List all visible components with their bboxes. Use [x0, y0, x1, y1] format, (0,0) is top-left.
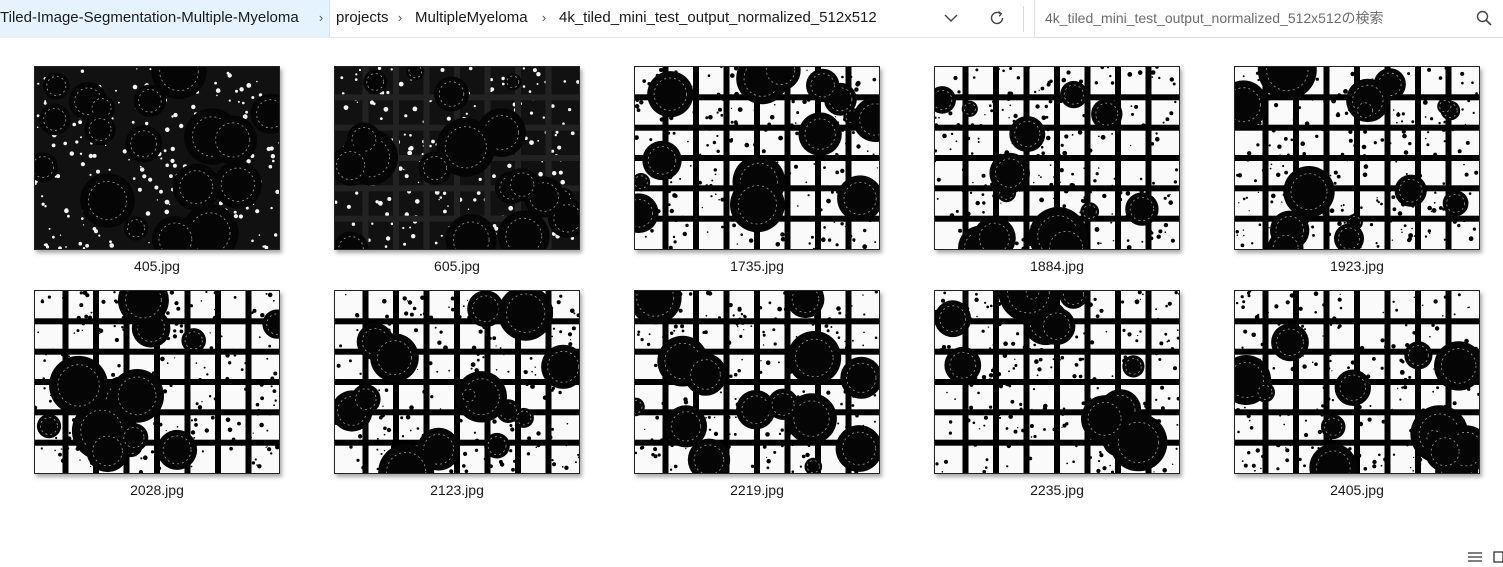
- file-item[interactable]: 1884.jpg: [934, 66, 1180, 274]
- address-bar: Tiled-Image-Segmentation-Multiple-Myelom…: [0, 0, 1503, 38]
- search-box[interactable]: 4k_tiled_mini_test_output_normalized_512…: [1034, 0, 1503, 38]
- breadcrumb-item-root-highlight[interactable]: [0, 0, 330, 38]
- image-thumbnail: [334, 290, 580, 474]
- file-name: 1884.jpg: [1030, 258, 1084, 274]
- chevron-down-icon: [944, 14, 958, 22]
- file-item[interactable]: 2219.jpg: [634, 290, 880, 498]
- file-item[interactable]: 405.jpg: [34, 66, 280, 274]
- refresh-icon: [990, 10, 1004, 25]
- file-name: 1735.jpg: [730, 258, 784, 274]
- details-view-icon[interactable]: [1466, 549, 1484, 565]
- refresh-button[interactable]: [982, 4, 1012, 32]
- file-list-view: 405.jpg 605.jpg 1735.jpg 1884.jpg 1923.j…: [0, 39, 1503, 545]
- address-history-dropdown-button[interactable]: [936, 4, 966, 32]
- breadcrumb-item-projects[interactable]: projects: [336, 9, 389, 26]
- search-icon[interactable]: [1475, 9, 1493, 27]
- file-item[interactable]: 2235.jpg: [934, 290, 1180, 498]
- image-thumbnail: [934, 66, 1180, 250]
- file-name: 2219.jpg: [730, 482, 784, 498]
- breadcrumb-item-root[interactable]: Tiled-Image-Segmentation-Multiple-Myelom…: [0, 9, 299, 26]
- file-item[interactable]: 2123.jpg: [334, 290, 580, 498]
- image-thumbnail: [934, 290, 1180, 474]
- image-thumbnail: [334, 66, 580, 250]
- large-icons-view-icon[interactable]: [1493, 549, 1503, 565]
- file-item[interactable]: 2028.jpg: [34, 290, 280, 498]
- toolbar-divider: [1023, 6, 1024, 32]
- image-thumbnail: [34, 66, 280, 250]
- breadcrumb-separator-chevron-icon[interactable]: ›: [397, 10, 403, 25]
- breadcrumb-item-current-folder[interactable]: 4k_tiled_mini_test_output_normalized_512…: [559, 9, 877, 26]
- breadcrumb-item-multiplemyeloma[interactable]: MultipleMyeloma: [415, 9, 528, 26]
- file-name: 2028.jpg: [130, 482, 184, 498]
- file-name: 2123.jpg: [430, 482, 484, 498]
- file-name: 605.jpg: [434, 258, 480, 274]
- breadcrumb-separator-chevron-icon[interactable]: ›: [541, 10, 547, 25]
- image-thumbnail: [1234, 66, 1480, 250]
- breadcrumb-separator-chevron-icon[interactable]: ›: [318, 10, 324, 25]
- image-thumbnail: [634, 290, 880, 474]
- image-thumbnail: [34, 290, 280, 474]
- file-name: 1923.jpg: [1330, 258, 1384, 274]
- file-name: 2405.jpg: [1330, 482, 1384, 498]
- image-thumbnail: [634, 66, 880, 250]
- file-item[interactable]: 605.jpg: [334, 66, 580, 274]
- search-input[interactable]: 4k_tiled_mini_test_output_normalized_512…: [1045, 10, 1384, 26]
- file-item[interactable]: 1735.jpg: [634, 66, 880, 274]
- file-item[interactable]: 2405.jpg: [1234, 290, 1480, 498]
- status-bar: [0, 545, 1503, 567]
- file-item[interactable]: 1923.jpg: [1234, 66, 1480, 274]
- image-thumbnail: [1234, 290, 1480, 474]
- file-name: 2235.jpg: [1030, 482, 1084, 498]
- file-name: 405.jpg: [134, 258, 180, 274]
